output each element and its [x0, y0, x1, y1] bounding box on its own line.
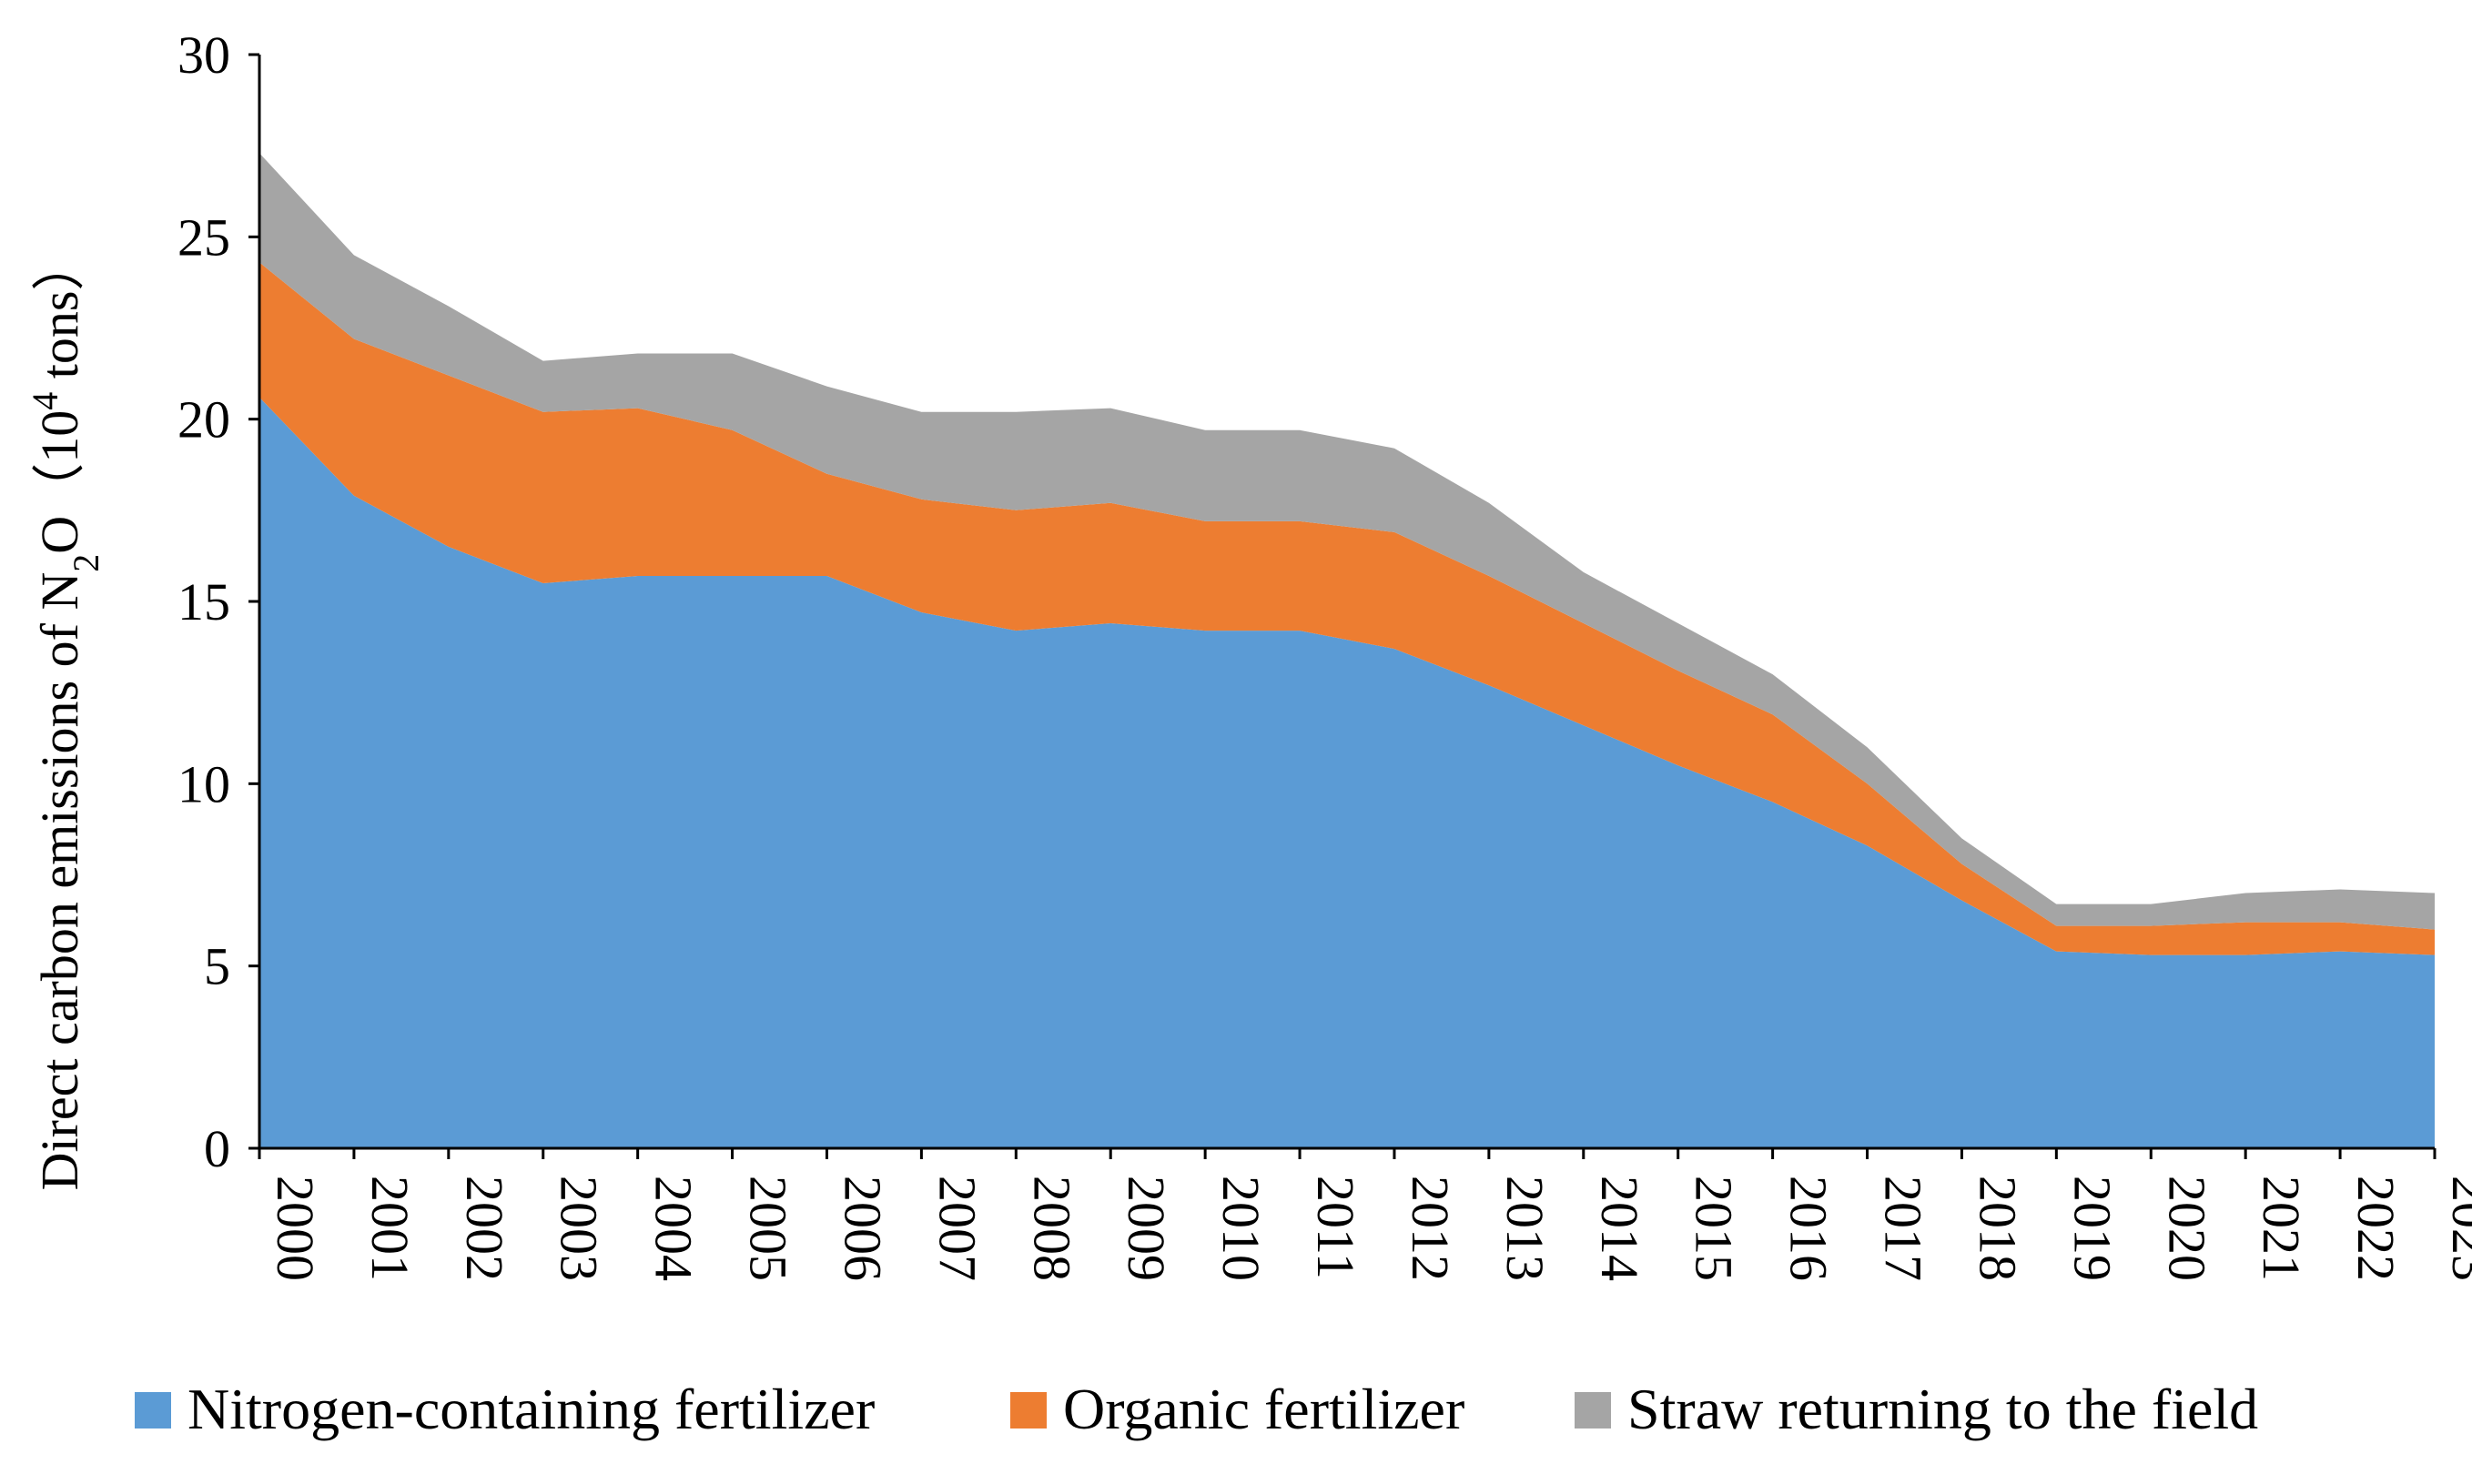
- stacked-areas: [259, 153, 2435, 1149]
- x-tick-label: 2009: [1117, 1176, 1176, 1281]
- y-tick-label: 5: [204, 937, 230, 996]
- x-tick-label: 2008: [1022, 1176, 1081, 1281]
- x-tick-label: 2011: [1306, 1176, 1365, 1279]
- x-tick-label: 2020: [2157, 1176, 2216, 1281]
- x-tick-label: 2012: [1401, 1176, 1460, 1281]
- area-nitrogen-containing-fertilizer: [259, 397, 2435, 1149]
- x-tick-label: 2004: [644, 1176, 704, 1281]
- y-tick-label: 20: [177, 390, 230, 449]
- y-tick-label: 10: [177, 754, 230, 813]
- x-tick-label: 2018: [1968, 1176, 2027, 1281]
- y-title-sup: 4: [25, 392, 66, 410]
- x-tick-label: 2019: [2062, 1176, 2122, 1281]
- area-organic-fertilizer: [259, 262, 2435, 955]
- y-title-sub: 2: [66, 554, 106, 572]
- x-tick-label: 2021: [2252, 1176, 2311, 1281]
- y-axis-title: Direct carbon emissions of N2O（104 tons）: [25, 238, 106, 1191]
- x-tick-label: 2017: [1874, 1176, 1933, 1281]
- y-tick-label: 30: [177, 25, 230, 85]
- legend-swatch: [1010, 1392, 1047, 1428]
- x-tick-label: 2015: [1685, 1176, 1744, 1281]
- x-tick-label: 2001: [360, 1176, 420, 1281]
- x-tick-label: 2002: [455, 1176, 514, 1281]
- x-tick-label: 2023: [2441, 1176, 2472, 1281]
- x-tick-label: 2014: [1590, 1176, 1649, 1281]
- legend-label: Straw returning to the field: [1627, 1377, 2258, 1441]
- x-axis-ticks: 2000 2001 2002 2003 2004 2005 2006 2007 2008 2009…: [258, 1148, 2472, 1281]
- x-tick-label: 2000: [266, 1176, 325, 1281]
- x-tick-label: 2013: [1495, 1176, 1555, 1281]
- y-tick-label: 0: [204, 1119, 230, 1178]
- y-title-end: tons）: [30, 238, 89, 392]
- y-tick-label: 25: [177, 207, 230, 267]
- x-tick-label: 2005: [739, 1176, 798, 1281]
- x-tick-label: 2007: [927, 1176, 987, 1281]
- y-tick-label: 15: [177, 572, 230, 631]
- x-tick-label: 2006: [833, 1176, 892, 1281]
- legend: Nitrogen-containing fertilizer Organic fe…: [135, 1377, 2258, 1441]
- y-title-after: O（10: [30, 410, 89, 554]
- legend-label: Organic fertilizer: [1063, 1377, 1464, 1441]
- y-axis-title-text: Direct carbon emissions of N2O（104 tons）: [25, 238, 106, 1191]
- x-tick-label: 2022: [2346, 1176, 2406, 1281]
- legend-swatch: [135, 1392, 171, 1428]
- x-tick-label: 2010: [1211, 1176, 1271, 1281]
- y-title-main: Direct carbon emissions of N: [30, 572, 89, 1191]
- x-tick-label: 2003: [550, 1176, 609, 1281]
- legend-swatch: [1575, 1392, 1611, 1428]
- x-tick-label: 2016: [1779, 1176, 1839, 1281]
- legend-label: Nitrogen-containing fertilizer: [187, 1377, 875, 1441]
- y-axis-ticks: 0 5 10 15 20 25 30: [177, 25, 259, 1178]
